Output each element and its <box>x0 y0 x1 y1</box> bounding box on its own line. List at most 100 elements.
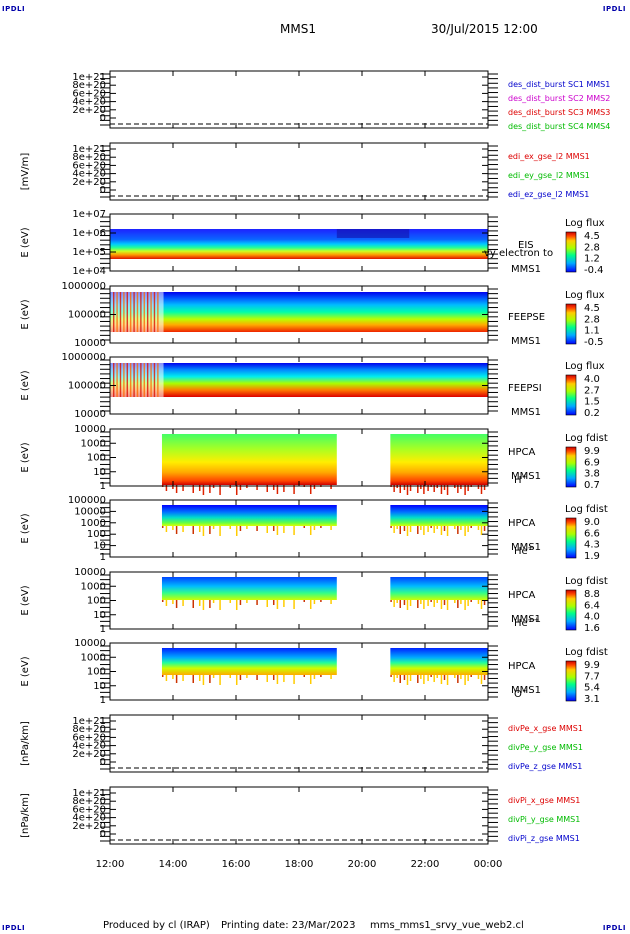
colorbar-title: Log fdist <box>565 504 608 515</box>
data-speck <box>464 600 466 610</box>
data-speck <box>198 600 201 606</box>
colorbar-tick-label: 1.1 <box>584 326 600 337</box>
y-tick-label: 1000000 <box>61 281 106 292</box>
colorbar-tick-label: 1.2 <box>584 254 600 265</box>
legend-entry: divPe_x_gse MMS1 <box>508 724 583 733</box>
data-speck <box>175 600 178 608</box>
spacecraft-label: MMS1 <box>511 685 541 696</box>
corner-mark-bottom-right: IPDLI <box>602 924 626 932</box>
data-speck <box>457 526 459 534</box>
x-tick-label: 20:00 <box>348 859 377 870</box>
x-tick-label: 22:00 <box>411 859 440 870</box>
data-speck <box>235 600 238 610</box>
data-speck <box>266 485 268 492</box>
colorbar-tick-label: 7.7 <box>584 671 600 682</box>
panel-frame <box>109 714 489 773</box>
data-speck <box>393 675 395 682</box>
data-speck <box>172 675 174 679</box>
data-speck <box>175 526 178 534</box>
data-speck <box>276 526 279 535</box>
data-speck <box>477 675 480 679</box>
data-speck <box>293 485 295 494</box>
data-speck <box>276 600 279 609</box>
y-tick-label: 0 <box>100 757 106 768</box>
data-speck <box>427 600 429 606</box>
sparse-stripe <box>129 363 132 397</box>
data-speck <box>293 600 295 609</box>
data-speck <box>390 600 392 602</box>
y-tick-label: 10000 <box>74 409 106 420</box>
spectrogram-block <box>390 434 488 485</box>
sparse-stripe <box>143 363 145 397</box>
data-speck <box>239 675 242 680</box>
spacecraft-label: MMS1 <box>511 542 541 553</box>
footer-printing-date: Printing date: 23/Mar/2023 <box>221 920 356 931</box>
data-speck <box>446 485 449 495</box>
data-speck <box>229 526 231 529</box>
spectrogram-block <box>390 505 488 526</box>
sparse-stripe <box>140 363 142 397</box>
data-speck <box>403 526 406 531</box>
data-speck <box>393 485 395 492</box>
y-tick-label: 10 <box>93 610 106 621</box>
legend-entry: des_dist_burst SC4 MMS4 <box>508 122 610 131</box>
colorbar <box>565 231 577 273</box>
data-speck <box>320 526 322 528</box>
colorbar-tick-label: 2.8 <box>584 314 600 325</box>
data-speck <box>182 485 184 491</box>
colorbar-tick-label: 0.7 <box>584 480 600 491</box>
data-speck <box>399 675 401 683</box>
data-speck <box>464 675 466 685</box>
panel-frame <box>109 786 489 845</box>
x-tick-label: 00:00 <box>474 859 503 870</box>
sparse-stripe <box>150 292 152 332</box>
y-axis-label: E (eV) <box>20 656 31 686</box>
data-speck <box>406 526 409 536</box>
y-tick-label: 10000 <box>74 338 106 349</box>
data-speck <box>303 675 305 677</box>
data-speck <box>266 600 268 607</box>
y-tick-label: 100 <box>87 453 106 464</box>
data-speck <box>417 485 419 493</box>
data-speck <box>212 600 215 603</box>
x-tick-label: 14:00 <box>159 859 188 870</box>
y-tick-label: 8e+20 <box>72 152 106 163</box>
data-speck <box>417 675 419 683</box>
data-speck <box>396 526 398 529</box>
panel-p5: 1000000 100000 10000 E (eV) FEEPSI MMS1 Log fl… <box>20 352 605 420</box>
data-speck <box>446 675 449 685</box>
data-speck <box>246 600 248 603</box>
y-tick-label: 100 <box>87 596 106 607</box>
data-speck <box>330 485 332 489</box>
data-speck <box>399 526 401 534</box>
data-speck <box>161 600 164 602</box>
corner-mark-bottom-left: IPDLI <box>2 924 26 932</box>
data-speck <box>330 600 332 604</box>
data-speck <box>430 526 432 528</box>
y-tick-label: 2e+20 <box>72 749 106 760</box>
colorbar-tick-label: 1.5 <box>584 397 600 408</box>
y-tick-label: 1 <box>100 624 106 635</box>
colorbar-tick-label: 9.9 <box>584 446 600 457</box>
colorbar <box>565 446 577 488</box>
plot-title: MMS1 <box>280 22 316 36</box>
data-speck <box>399 485 401 493</box>
data-speck <box>430 600 432 602</box>
x-tick-label: 18:00 <box>285 859 314 870</box>
data-speck <box>303 526 305 528</box>
data-speck <box>198 526 201 532</box>
colorbar-tick-label: 5.4 <box>584 683 600 694</box>
data-speck <box>198 675 201 681</box>
mms-summary-chart: 1e+218e+206e+204e+202e+200des_dist_burst… <box>20 70 610 870</box>
y-axis-label: E (eV) <box>20 585 31 615</box>
data-speck <box>440 675 443 684</box>
species-label: He++ <box>514 616 540 629</box>
data-speck <box>266 526 268 533</box>
data-speck <box>480 485 483 494</box>
y-tick-label: 0 <box>100 829 106 840</box>
colorbar-tick-label: 1.6 <box>584 623 600 634</box>
spectrogram-block <box>161 505 337 526</box>
spectrogram-block <box>390 648 488 675</box>
